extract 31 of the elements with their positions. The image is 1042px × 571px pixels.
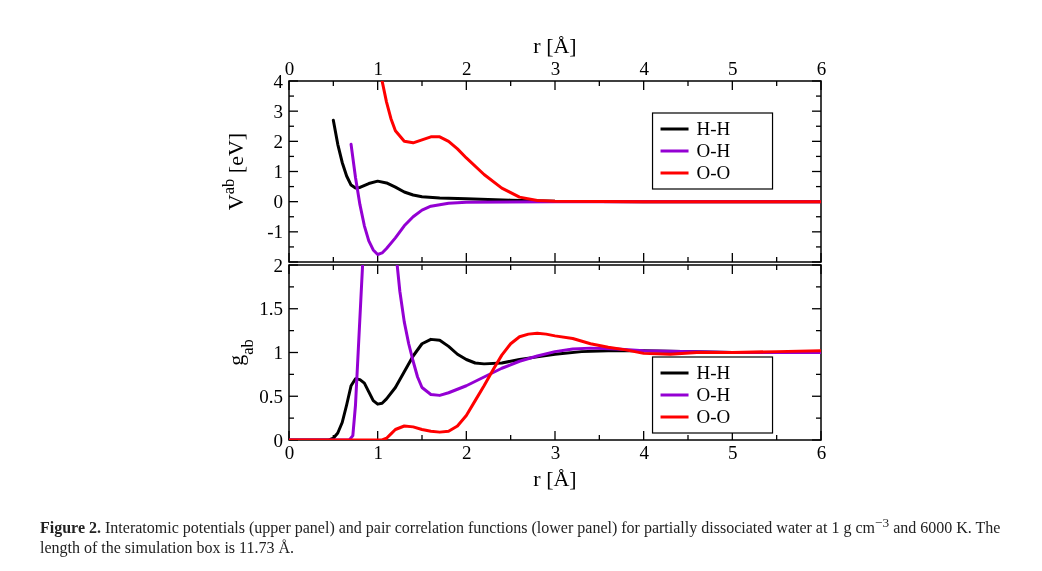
legend-label: O-O <box>696 162 731 183</box>
x-tick-label: 1 <box>373 442 383 464</box>
x2-tick-label: 5 <box>728 58 738 79</box>
legend-label: O-O <box>696 406 731 427</box>
y-tick-label: 1 <box>273 161 283 183</box>
text: Figure 2. Interatomic potentials (upper panel) and pair correlation functions (lower panel) for partially dissociated water at 1 g cm$^{−3}$ and 6000 K. The length of the simulation box is 11.73 Å. <box>40 515 1001 557</box>
y-tick-label: 2 <box>273 254 283 276</box>
y-tick-label: 1.5 <box>259 298 283 320</box>
legend-label: H-H <box>696 118 731 139</box>
y-tick-label: -1 <box>267 221 283 243</box>
legend-label: O-H <box>696 384 731 405</box>
legend-label: O-H <box>696 140 731 161</box>
legend-label: H-H <box>696 362 731 383</box>
x-tick-label: 4 <box>639 442 650 464</box>
y-tick-label: 0 <box>273 191 283 213</box>
x2-tick-label: 3 <box>550 58 561 79</box>
x2-axis-title: r [Å] <box>533 33 577 58</box>
x2-tick-label: 6 <box>816 58 827 79</box>
y-tick-label: 1 <box>273 342 283 364</box>
x2-tick-label: 4 <box>639 58 650 79</box>
x-tick-label: 2 <box>462 442 472 464</box>
y-tick-label: 0.5 <box>259 385 283 407</box>
y-tick-label: 2 <box>273 130 283 152</box>
y-tick-label: 4 <box>273 70 284 92</box>
y-tick-label: 3 <box>273 100 283 122</box>
x2-tick-label: 1 <box>373 58 383 79</box>
x-tick-label: 5 <box>728 442 738 464</box>
x-tick-label: 3 <box>550 442 561 464</box>
x-tick-label: 6 <box>816 442 827 464</box>
x2-tick-label: 2 <box>462 58 472 79</box>
x-axis-title: r [Å] <box>533 466 577 491</box>
